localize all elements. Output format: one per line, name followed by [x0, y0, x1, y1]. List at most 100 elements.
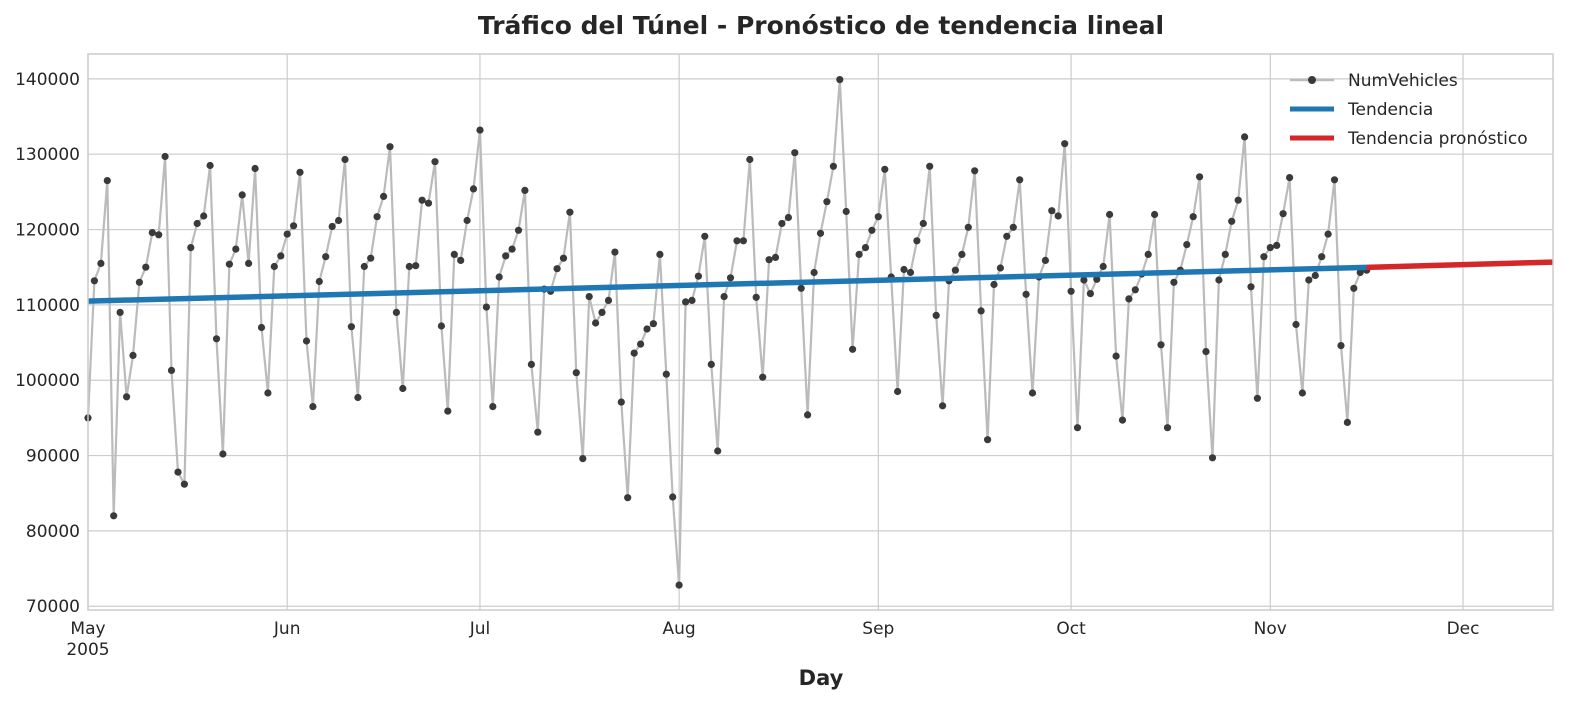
data-point	[142, 263, 150, 271]
data-point	[1343, 418, 1351, 426]
data-point	[328, 222, 336, 231]
data-point	[714, 447, 722, 455]
data-point	[264, 389, 272, 397]
data-point	[232, 245, 240, 253]
data-point	[1112, 352, 1120, 360]
data-point	[495, 273, 503, 281]
data-point	[399, 384, 407, 393]
x-tick-label: Nov	[1254, 619, 1287, 639]
y-tick-label: 100000	[15, 371, 80, 391]
data-point	[1041, 256, 1049, 264]
data-point	[290, 222, 298, 230]
data-point	[373, 213, 381, 221]
data-point	[1266, 244, 1274, 252]
legend-label-tendencia-pronostico: Tendencia pronóstico	[1347, 129, 1528, 149]
data-point	[309, 403, 317, 411]
data-point	[598, 308, 606, 316]
data-point	[437, 322, 445, 330]
data-point	[1202, 348, 1210, 356]
data-point	[649, 320, 658, 328]
data-point	[675, 581, 683, 589]
data-point	[450, 250, 458, 258]
data-point	[514, 226, 523, 234]
data-point	[1350, 284, 1358, 292]
data-point	[360, 262, 368, 271]
y-tick-label: 70000	[26, 597, 80, 617]
data-point	[155, 231, 163, 239]
data-point	[637, 340, 645, 348]
data-point	[283, 230, 291, 238]
data-point	[656, 250, 664, 258]
data-point	[1215, 276, 1223, 284]
data-point	[1330, 176, 1339, 184]
data-point	[148, 229, 156, 237]
data-point	[277, 252, 285, 260]
data-point	[566, 208, 574, 216]
data-point	[1228, 217, 1236, 225]
data-point	[418, 196, 426, 204]
data-point	[977, 307, 985, 315]
data-point	[861, 244, 870, 252]
x-tick-label: May	[70, 619, 105, 639]
data-point	[1241, 133, 1249, 141]
data-point	[405, 262, 413, 271]
data-point	[720, 293, 728, 301]
data-point	[559, 254, 568, 262]
data-point	[238, 191, 246, 199]
data-point	[1247, 283, 1255, 291]
legend-marker-numvehicles	[1308, 76, 1316, 84]
y-tick-label: 80000	[26, 522, 80, 542]
data-point	[245, 259, 253, 267]
data-point	[984, 436, 992, 444]
data-point	[624, 494, 632, 502]
data-point	[380, 192, 388, 200]
data-point	[1292, 320, 1300, 329]
data-point	[617, 398, 625, 406]
data-point	[129, 351, 137, 359]
x-tick-label: Jul	[469, 619, 491, 639]
data-point	[1286, 174, 1294, 182]
data-point	[951, 266, 960, 274]
data-point	[1080, 276, 1088, 284]
x-tick-label: Jun	[273, 619, 301, 639]
data-point	[200, 212, 208, 220]
data-point	[1324, 230, 1332, 238]
data-point	[682, 298, 690, 306]
data-point	[1028, 389, 1037, 397]
data-point	[553, 265, 561, 273]
data-point	[161, 152, 169, 161]
data-point	[611, 248, 619, 256]
data-point	[1221, 250, 1229, 258]
data-point	[257, 323, 266, 332]
x-tick-label: Aug	[663, 619, 696, 639]
data-point	[1208, 454, 1217, 462]
data-point	[219, 450, 227, 458]
data-point	[765, 256, 773, 264]
x-tick-label: Oct	[1056, 619, 1086, 639]
data-point	[1022, 290, 1030, 298]
series-line-numvehicles	[86, 78, 1368, 587]
data-point	[797, 284, 805, 292]
data-point	[707, 360, 715, 368]
data-point	[701, 232, 709, 240]
data-point	[1311, 271, 1319, 280]
data-point	[225, 260, 233, 268]
data-point	[354, 393, 362, 402]
data-point	[322, 253, 330, 261]
data-point	[900, 265, 908, 274]
y-tick-label: 140000	[15, 70, 80, 90]
data-point	[630, 349, 638, 357]
data-point	[881, 165, 889, 173]
x-tick-label: Sep	[862, 619, 894, 639]
data-point	[302, 337, 311, 345]
legend-label-numvehicles: NumVehicles	[1348, 71, 1458, 91]
data-point	[964, 223, 972, 231]
x-axis-label: Day	[799, 666, 844, 690]
data-point	[116, 308, 124, 316]
data-point	[906, 268, 915, 277]
plot-frame	[87, 53, 1554, 611]
data-point	[958, 250, 966, 258]
data-point	[457, 256, 465, 264]
data-point	[1086, 290, 1094, 298]
data-point	[431, 158, 439, 166]
